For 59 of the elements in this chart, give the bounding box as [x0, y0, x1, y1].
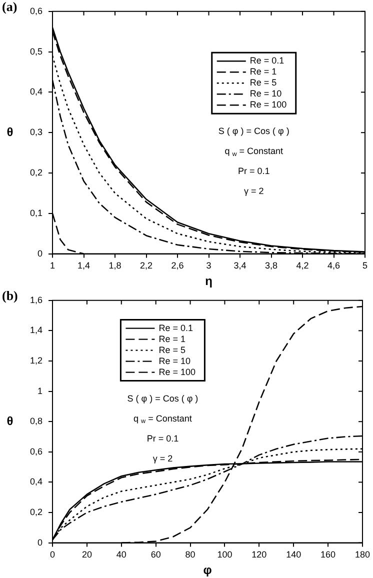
legend-label: Re = 5: [158, 344, 186, 355]
y-tick-label: 0,3: [30, 127, 43, 138]
y-tick-label: 0,4: [30, 476, 43, 487]
y-tick-label: 1,4: [30, 325, 43, 336]
y-tick-label: 0: [37, 248, 43, 258]
y-tick-label: 0,5: [30, 46, 43, 56]
y-tick-label: 0: [37, 537, 43, 548]
x-tick-label: 3,4: [234, 260, 246, 271]
x-tick-label: 2,6: [171, 260, 184, 271]
x-tick-label: 180: [354, 550, 370, 560]
annotation: Pr = 0.1: [146, 433, 179, 444]
x-tick-label: 3,8: [264, 260, 278, 271]
legend-label: Re = 10: [250, 88, 282, 99]
x-tick-label: 1,8: [108, 260, 122, 271]
x-tick-label: 2,2: [140, 260, 153, 271]
legend-label: Re = 1: [250, 66, 277, 77]
chart-title: (b): [2, 288, 18, 303]
legend-label: Re = 5: [250, 78, 277, 88]
legend-label: Re = 100: [250, 100, 287, 110]
legend-label: Re = 100: [158, 366, 196, 377]
x-tick-label: 40: [116, 550, 126, 560]
y-tick-label: 0,1: [30, 208, 43, 218]
y-axis-title: θ: [6, 414, 14, 428]
x-axis-title: η: [205, 274, 212, 288]
chart-title: (a): [2, 0, 18, 14]
y-tick-label: 0,2: [30, 506, 43, 517]
x-tick-label: 0: [50, 550, 56, 560]
annotation: S ( φ ) = Cos ( φ ): [218, 126, 290, 136]
x-axis-title: φ: [203, 563, 212, 578]
y-axis-title: θ: [6, 124, 14, 139]
y-tick-label: 0,2: [30, 167, 43, 178]
x-tick-label: 3: [206, 260, 212, 271]
x-tick-label: 1,4: [78, 260, 90, 271]
annotation: γ = 2: [152, 453, 173, 464]
y-tick-label: 0,6: [30, 446, 43, 456]
x-tick-label: 1: [50, 260, 56, 271]
x-tick-label: 100: [217, 550, 232, 560]
x-tick-label: 4,6: [327, 260, 340, 271]
legend-label: Re = 0.1: [158, 322, 193, 333]
annotation: S ( φ ) = Cos ( φ ): [127, 393, 198, 404]
y-tick-label: 0,4: [30, 86, 43, 97]
legend-label: Re = 10: [158, 356, 190, 366]
x-tick-label: 120: [252, 550, 267, 560]
y-tick-label: 1,6: [30, 294, 43, 305]
annotation: γ = 2: [244, 186, 264, 196]
x-tick-label: 20: [82, 550, 92, 560]
y-tick-label: 1,2: [30, 355, 43, 366]
annotation: Pr = 0.1: [238, 166, 270, 176]
x-tick-label: 140: [286, 550, 302, 560]
x-tick-label: 80: [185, 550, 196, 560]
legend-label: Re = 1: [158, 334, 186, 344]
y-tick-label: 0,8: [30, 416, 43, 426]
legend-label: Re = 0.1: [250, 56, 284, 66]
x-tick-label: 4,2: [296, 260, 309, 271]
x-tick-label: 5: [362, 260, 368, 271]
x-tick-label: 160: [320, 550, 336, 560]
y-tick-label: 1: [37, 386, 43, 396]
y-tick-label: 0,6: [30, 6, 43, 16]
x-tick-label: 60: [150, 550, 161, 560]
